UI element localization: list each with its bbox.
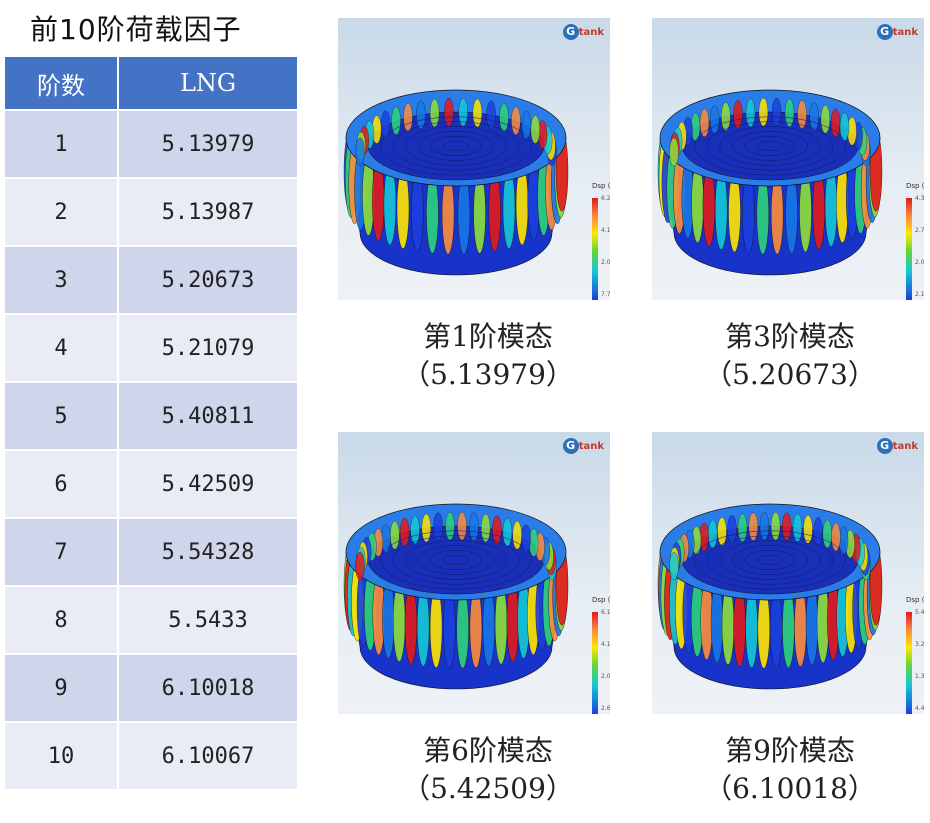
order-cell: 8 [5,585,119,654]
legend-tick: 2.714e-00 [915,227,924,234]
header-lng: LNG [118,57,297,110]
order-cell: 6 [5,449,119,518]
table-row: 6 5.42509 [5,449,297,518]
legend-tick: 4.162e-00 [601,641,610,648]
legend-color-bar [592,198,598,300]
table-row: 5 5.40811 [5,381,297,450]
mode-value: （5.13979） [402,358,574,391]
table-header-row: 阶数 LNG [5,57,297,110]
legend-label: Dsp (m) [592,182,610,190]
lng-cell: 5.21079 [118,313,297,382]
lng-cell: 5.42509 [118,449,297,518]
legend-tick: 7.767e-10 [601,291,610,298]
legend-tick: 1.337e-00 [915,673,924,680]
mode-caption: 第6阶模态 （5.42509） [338,732,638,808]
mode-value: （5.42509） [402,772,574,805]
tank-mode-shape [657,503,883,690]
table-row: 8 5.5433 [5,585,297,654]
legend-tick: 2.170e-09 [915,291,924,298]
legend-color-bar [906,612,912,714]
order-cell: 4 [5,313,119,382]
legend-tick: 4.302e-00 [915,195,924,202]
tank-mode-shape [657,89,883,276]
lng-cell: 6.10018 [118,653,297,722]
table-row: 1 5.13979 [5,109,297,178]
legend-tick: 2.073e-00 [601,673,610,680]
mode-caption: 第9阶模态 （6.10018） [640,732,930,808]
mode-label: 第9阶模态 [725,734,855,767]
legend-color-bar [592,612,598,714]
order-cell: 5 [5,381,119,450]
tank-mode-shape [343,89,569,276]
tank-mode-shape [343,503,569,690]
lng-cell: 6.10067 [118,721,297,789]
order-cell: 2 [5,177,119,246]
load-factor-table: 阶数 LNG 1 5.13979 2 5.13987 3 5.20673 4 5.210… [5,57,297,789]
mode-value: （5.20673） [704,358,876,391]
lng-cell: 5.54328 [118,517,297,586]
order-cell: 9 [5,653,119,722]
order-cell: 3 [5,245,119,314]
lng-cell: 5.13987 [118,177,297,246]
legend-tick: 6.120e-00 [601,609,610,616]
lng-cell: 5.20673 [118,245,297,314]
page-title: 前10阶荷载因子 [30,13,242,46]
mode-label: 第3阶模态 [725,320,855,353]
lng-cell: 5.13979 [118,109,297,178]
legend-tick: 3.287e-00 [915,641,924,648]
legend-tick: 6.250e-00 [601,195,610,202]
legend-tick: 4.176e-00 [601,227,610,234]
legend-color-bar [906,198,912,300]
legend-tick: 4.410e-09 [915,705,924,712]
table-row: 10 6.10067 [5,721,297,789]
order-cell: 10 [5,721,119,789]
legend-label: Dsp (m) [906,596,924,604]
lng-cell: 5.40811 [118,381,297,450]
legend-tick: 2.003e-00 [915,259,924,266]
mode-label: 第6阶模态 [423,734,553,767]
lng-cell: 5.5433 [118,585,297,654]
order-cell: 1 [5,109,119,178]
order-cell: 7 [5,517,119,586]
legend-label: Dsp (m) [906,182,924,190]
mode-value: （6.10018） [704,772,876,805]
mode-caption: 第3阶模态 （5.20673） [640,318,930,394]
legend-tick: 2.073e-00 [601,259,610,266]
table-row: 7 5.54328 [5,517,297,586]
legend-tick: 2.652e-07 [601,705,610,712]
table-row: 9 6.10018 [5,653,297,722]
table-row: 4 5.21079 [5,313,297,382]
table-row: 2 5.13987 [5,177,297,246]
legend-tick: 5.437e-00 [915,609,924,616]
header-order: 阶数 [5,57,119,110]
legend-label: Dsp (m) [592,596,610,604]
table-row: 3 5.20673 [5,245,297,314]
mode-caption: 第1阶模态 （5.13979） [338,318,638,394]
mode-label: 第1阶模态 [423,320,553,353]
